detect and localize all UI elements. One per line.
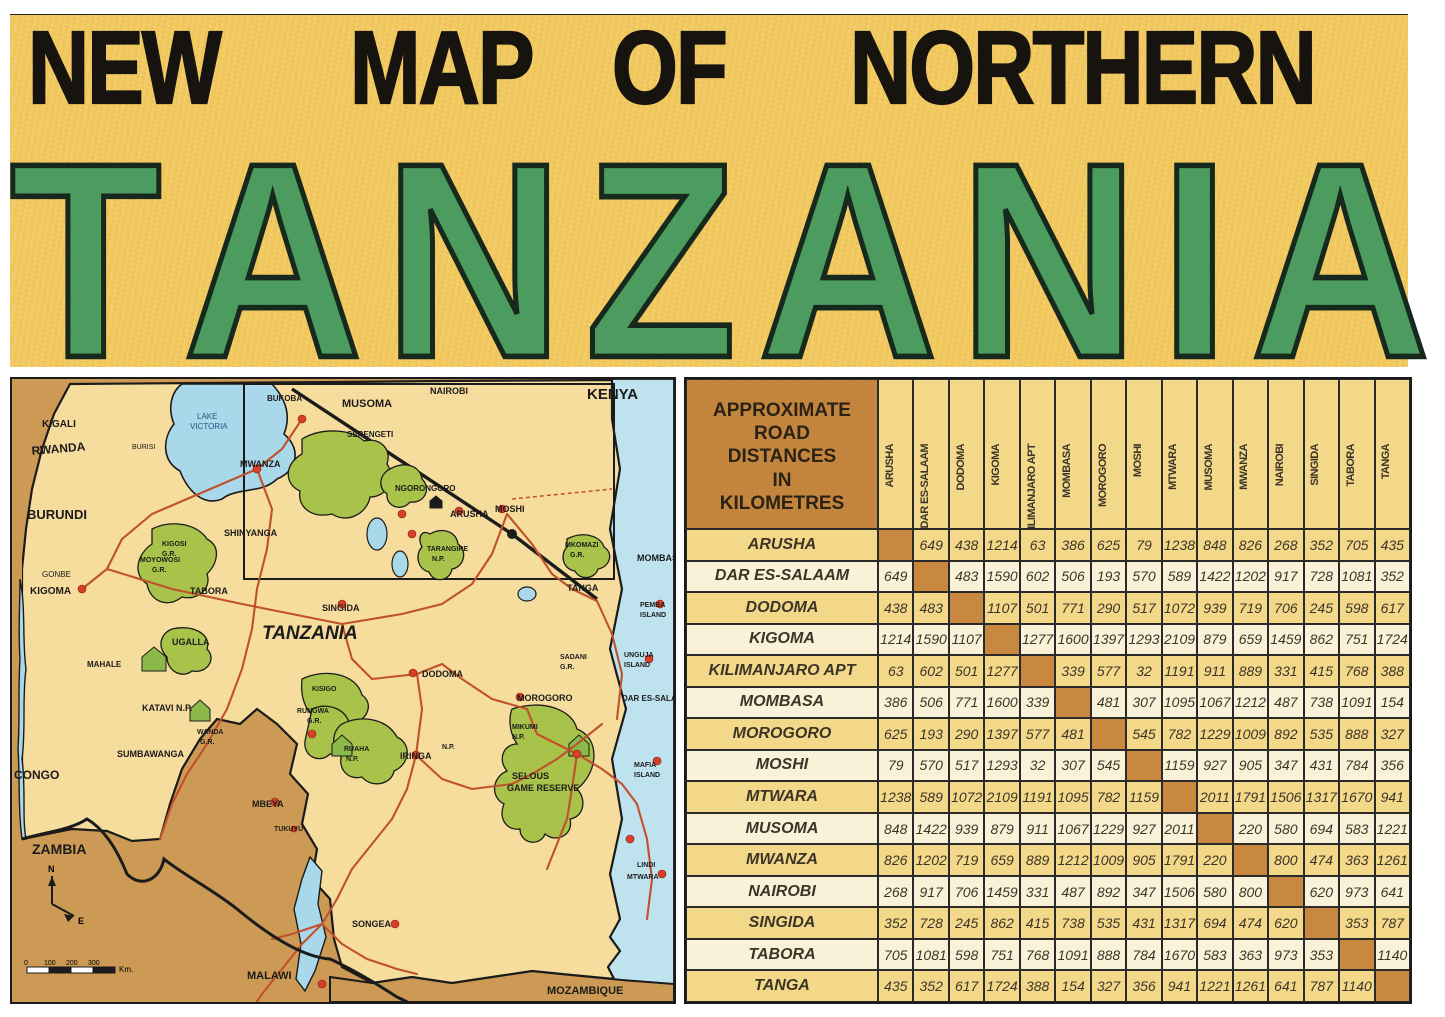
svg-text:ISLAND: ISLAND bbox=[640, 612, 666, 619]
svg-text:MUSOMA: MUSOMA bbox=[342, 398, 392, 410]
svg-text:MWANZA: MWANZA bbox=[240, 459, 281, 469]
svg-text:DAR ES-SALAAM: DAR ES-SALAAM bbox=[622, 694, 674, 703]
svg-text:BURUNDI: BURUNDI bbox=[27, 507, 87, 522]
svg-text:LINDI: LINDI bbox=[637, 862, 655, 869]
svg-text:BURISI: BURISI bbox=[132, 444, 155, 451]
svg-text:SHINYANGA: SHINYANGA bbox=[224, 528, 278, 538]
svg-text:IRINGA: IRINGA bbox=[400, 751, 432, 761]
svg-text:N.P.: N.P. bbox=[512, 734, 525, 741]
svg-text:SINGIDA: SINGIDA bbox=[322, 603, 360, 613]
svg-text:KIGALI: KIGALI bbox=[42, 419, 76, 430]
svg-text:N.P.: N.P. bbox=[432, 556, 445, 563]
svg-text:N.P.: N.P. bbox=[346, 756, 359, 763]
svg-text:E: E bbox=[78, 916, 84, 926]
svg-text:UNGUJA: UNGUJA bbox=[624, 652, 654, 659]
svg-text:RUNGWA: RUNGWA bbox=[297, 708, 329, 715]
svg-text:ISLAND: ISLAND bbox=[634, 772, 660, 779]
svg-text:SELOUS: SELOUS bbox=[512, 771, 549, 781]
svg-text:NAIROBI: NAIROBI bbox=[430, 386, 468, 396]
svg-text:SADANI: SADANI bbox=[560, 654, 587, 661]
svg-text:KIGOSI: KIGOSI bbox=[162, 541, 187, 548]
svg-text:TUKUYU: TUKUYU bbox=[274, 826, 303, 833]
svg-text:TANZANIA: TANZANIA bbox=[262, 623, 358, 644]
svg-text:TABORA: TABORA bbox=[190, 586, 228, 596]
svg-text:MIKUMI: MIKUMI bbox=[512, 724, 538, 731]
svg-text:Km.: Km. bbox=[119, 965, 133, 974]
svg-text:G.R.: G.R. bbox=[152, 567, 166, 574]
svg-text:MKOMAZI: MKOMAZI bbox=[565, 542, 598, 549]
svg-text:LAKE: LAKE bbox=[197, 412, 217, 421]
svg-text:GONBE: GONBE bbox=[42, 570, 71, 579]
svg-text:MALAWI: MALAWI bbox=[247, 970, 292, 982]
svg-text:MOROGORO: MOROGORO bbox=[517, 693, 573, 703]
svg-text:300: 300 bbox=[88, 960, 100, 967]
svg-text:200: 200 bbox=[66, 960, 78, 967]
svg-text:0: 0 bbox=[24, 960, 28, 967]
svg-text:WANDA: WANDA bbox=[197, 729, 223, 736]
svg-text:N.P.: N.P. bbox=[442, 744, 455, 751]
svg-text:BUKOBA: BUKOBA bbox=[267, 394, 302, 403]
svg-text:G.R.: G.R. bbox=[560, 664, 574, 671]
svg-text:SUMBAWANGA: SUMBAWANGA bbox=[117, 749, 184, 759]
svg-text:MAFIA: MAFIA bbox=[634, 762, 656, 769]
svg-text:N: N bbox=[48, 864, 55, 874]
svg-text:KENYA: KENYA bbox=[587, 386, 638, 403]
svg-text:ARUSHA: ARUSHA bbox=[450, 509, 489, 519]
svg-text:GAME RESERVE: GAME RESERVE bbox=[507, 783, 579, 793]
svg-text:SERENGETI: SERENGETI bbox=[347, 430, 393, 439]
svg-text:RUAHA: RUAHA bbox=[344, 746, 369, 753]
svg-text:VICTORIA: VICTORIA bbox=[190, 422, 228, 431]
svg-text:KISIGO: KISIGO bbox=[312, 686, 337, 693]
svg-text:SONGEA: SONGEA bbox=[352, 919, 392, 929]
svg-text:G.R.: G.R. bbox=[200, 739, 214, 746]
svg-text:CONGO: CONGO bbox=[14, 768, 59, 782]
svg-text:ISLAND: ISLAND bbox=[624, 662, 650, 669]
svg-text:TARANGIRE: TARANGIRE bbox=[427, 546, 468, 553]
svg-text:G.R.: G.R. bbox=[570, 552, 584, 559]
svg-text:MTWARA: MTWARA bbox=[627, 874, 659, 881]
svg-text:G.R.: G.R. bbox=[307, 718, 321, 725]
svg-text:MOMBASA: MOMBASA bbox=[637, 553, 674, 563]
svg-text:KIGOMA: KIGOMA bbox=[30, 586, 71, 597]
svg-text:UGALLA: UGALLA bbox=[172, 637, 210, 647]
svg-text:DODOMA: DODOMA bbox=[422, 669, 463, 679]
svg-text:MOYOWOSI: MOYOWOSI bbox=[140, 557, 180, 564]
svg-text:PEMBA: PEMBA bbox=[640, 602, 665, 609]
svg-text:ZAMBIA: ZAMBIA bbox=[32, 841, 86, 857]
svg-text:100: 100 bbox=[44, 960, 56, 967]
svg-text:TANGA: TANGA bbox=[567, 583, 599, 593]
svg-text:MOSHI: MOSHI bbox=[495, 504, 525, 514]
svg-text:NGORONGORO: NGORONGORO bbox=[395, 484, 455, 493]
svg-text:KATAVI N.P.: KATAVI N.P. bbox=[142, 703, 192, 713]
svg-text:MAHALE: MAHALE bbox=[87, 660, 122, 669]
svg-text:MBEYA: MBEYA bbox=[252, 799, 284, 809]
svg-text:MOZAMBIQUE: MOZAMBIQUE bbox=[547, 985, 623, 997]
